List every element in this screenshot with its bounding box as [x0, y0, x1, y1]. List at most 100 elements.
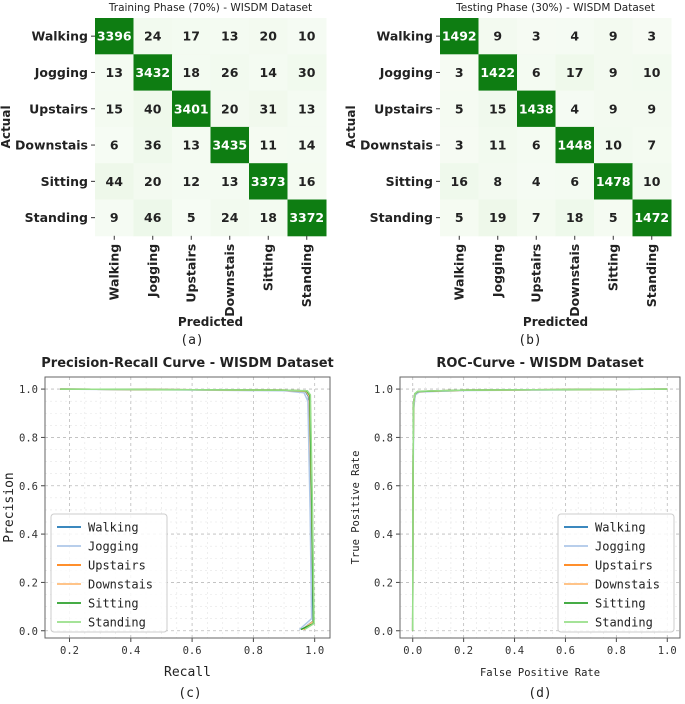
- cell-value-label: 20: [260, 29, 278, 44]
- cell-value-label: 3396: [97, 29, 132, 44]
- cell-value-label: 20: [144, 174, 162, 189]
- cell-value-label: 3: [647, 29, 656, 44]
- heatmap-cell: [172, 90, 211, 128]
- heatmap-cell: [133, 90, 173, 128]
- cell-value-label: 3372: [289, 210, 324, 225]
- heatmap-cell: [632, 126, 672, 164]
- legend-label: Upstairs: [595, 559, 653, 573]
- y-axis-label: Actual: [345, 105, 358, 148]
- y-tick-label: Sitting: [386, 174, 433, 189]
- cell-value-label: 19: [489, 210, 506, 225]
- heatmap-cell: [632, 54, 672, 92]
- cell-value-label: 31: [260, 101, 277, 116]
- y-tick-label: Downstais: [360, 138, 433, 153]
- heatmap-cell: [95, 54, 134, 92]
- heatmap-cell: [210, 199, 250, 237]
- y-tick-label: 1.0: [19, 384, 38, 396]
- heatmap-cell: [287, 199, 327, 237]
- cell-value-label: 6: [532, 138, 541, 153]
- cell-value-label: 1478: [596, 174, 631, 189]
- x-tick-label: 0.2: [60, 645, 79, 657]
- heatmap-cell: [478, 163, 518, 200]
- cell-value-label: 20: [221, 101, 239, 116]
- cell-value-label: 3435: [212, 138, 247, 153]
- heatmap-cell: [287, 163, 327, 200]
- y-tick-label: 0.4: [374, 529, 393, 541]
- x-tick-label: Upstairs: [529, 244, 544, 303]
- cell-value-label: 9: [609, 101, 618, 116]
- heatmap-cell: [517, 199, 556, 237]
- heatmap-cell: [172, 18, 211, 55]
- heatmap-cell: [478, 18, 518, 55]
- heatmap-cell: [555, 90, 595, 128]
- heatmap-cell: [440, 163, 479, 200]
- heatmap-cell: [440, 18, 479, 55]
- x-tick-label: Sitting: [261, 244, 276, 291]
- legend-label: Sitting: [88, 597, 139, 611]
- y-tick-label: Jogging: [34, 65, 88, 80]
- legend-label: Walking: [88, 521, 139, 535]
- x-tick-label: 0.4: [121, 645, 140, 657]
- x-tick-label: 1.0: [305, 645, 324, 657]
- legend-label: Upstairs: [88, 559, 146, 573]
- y-axis-label: True Positive Rate: [350, 451, 362, 565]
- series-line: [60, 388, 315, 630]
- cell-value-label: 10: [643, 174, 661, 189]
- heatmap-cell: [632, 163, 672, 200]
- y-axis-label: Precision: [2, 472, 17, 542]
- heatmap-cell: [517, 54, 556, 92]
- plot-frame: [44, 376, 331, 639]
- cell-value-label: 8: [493, 174, 502, 189]
- heatmap-cell: [133, 18, 173, 55]
- legend-label: Walking: [595, 521, 646, 535]
- cell-value-label: 13: [298, 101, 315, 116]
- heatmap-cell: [594, 199, 633, 237]
- y-tick-label: Downstais: [15, 138, 88, 153]
- heatmap-cell: [555, 54, 595, 92]
- cell-value-label: 10: [298, 29, 316, 44]
- heatmap-cell: [133, 54, 173, 92]
- chart-title: Precision-Recall Curve - WISDM Dataset: [41, 356, 334, 371]
- x-tick-label: 0.2: [454, 645, 473, 657]
- cell-value-label: 13: [221, 29, 238, 44]
- cell-value-label: 11: [260, 138, 277, 153]
- heatmap-cell: [517, 163, 556, 200]
- cell-value-label: 10: [605, 138, 623, 153]
- heatmap-cell: [249, 199, 288, 237]
- legend-label: Downstais: [88, 578, 153, 592]
- heatmap-cell: [172, 199, 211, 237]
- y-tick-label: 0.4: [19, 529, 38, 541]
- cell-value-label: 9: [647, 101, 656, 116]
- x-tick-label: Upstairs: [184, 244, 199, 303]
- y-tick-label: 1.0: [374, 384, 393, 396]
- heatmap-cell: [555, 163, 595, 200]
- heatmap-cell: [210, 126, 250, 164]
- cell-value-label: 13: [183, 138, 200, 153]
- cell-value-label: 14: [260, 65, 278, 80]
- heatmap-cell: [210, 90, 250, 128]
- cell-value-label: 16: [298, 174, 316, 189]
- cell-value-label: 12: [183, 174, 200, 189]
- confusion-matrix-testing: Testing Phase (30%) - WISDM Dataset 1492 9…: [345, 2, 672, 329]
- x-tick-label: Jogging: [145, 244, 160, 298]
- x-tick-label: Downstais: [222, 244, 237, 317]
- cell-value-label: 6: [570, 174, 579, 189]
- cell-value-label: 24: [221, 210, 239, 225]
- heatmap-cell: [287, 90, 327, 128]
- legend-label: Standing: [595, 616, 653, 630]
- y-tick-label: Sitting: [41, 174, 88, 189]
- heatmap-cell: [478, 90, 518, 128]
- cell-value-label: 14: [298, 138, 316, 153]
- heatmap-cell: [440, 199, 479, 237]
- y-tick-label: Upstairs: [374, 101, 433, 116]
- y-tick-label: 0.6: [374, 481, 393, 493]
- cell-value-label: 44: [106, 174, 124, 189]
- legend-label: Standing: [88, 616, 146, 630]
- heatmap-cell: [249, 54, 288, 92]
- cell-value-label: 5: [187, 210, 196, 225]
- heatmap-cell: [133, 126, 173, 164]
- x-tick-label: Sitting: [606, 244, 621, 291]
- cell-value-label: 17: [566, 65, 583, 80]
- caption-b: (b): [518, 333, 542, 348]
- x-tick-label: 0.0: [403, 645, 422, 657]
